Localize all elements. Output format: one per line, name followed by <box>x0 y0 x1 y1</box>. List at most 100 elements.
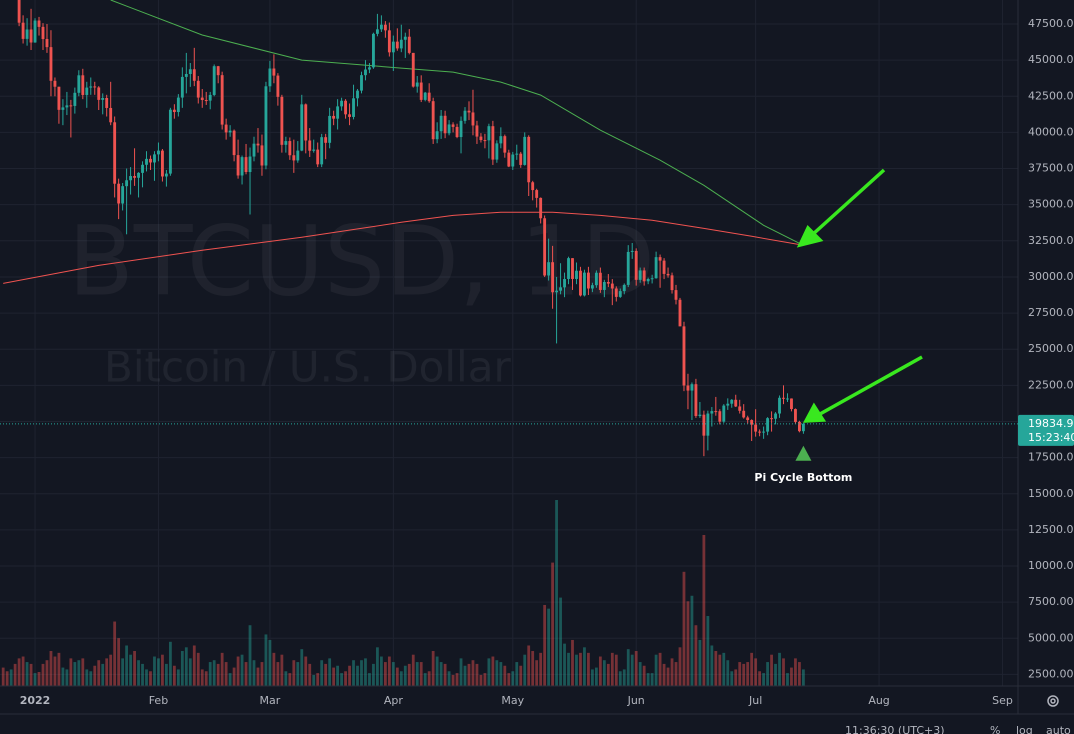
volume-bar <box>543 604 547 686</box>
volume-bar <box>614 654 618 686</box>
x-tick-label: May <box>501 694 524 707</box>
volume-bar <box>395 667 399 686</box>
candle-body <box>85 87 89 95</box>
volume-bar <box>423 673 427 686</box>
volume-bar <box>591 669 594 686</box>
volume-bar <box>252 660 256 686</box>
y-tick-label: 42500.00 <box>1028 89 1074 102</box>
candle-body <box>590 285 594 289</box>
log-toggle[interactable]: log <box>1016 724 1033 734</box>
candle-body <box>539 197 543 219</box>
candle-body <box>129 176 133 181</box>
candle-body <box>682 326 686 386</box>
volume-bar <box>499 662 503 686</box>
y-tick-label: 35000.00 <box>1028 198 1074 211</box>
candle-body <box>93 86 97 88</box>
candle-body <box>204 100 208 102</box>
candle-body <box>403 36 407 40</box>
volume-bar <box>722 652 726 686</box>
volume-bar <box>551 562 554 686</box>
volume-bar <box>622 669 626 686</box>
gear[interactable] <box>1047 695 1059 707</box>
x-tick-label: Mar <box>260 694 281 707</box>
volume-bar <box>411 654 415 686</box>
volume-bar <box>527 645 531 686</box>
volume-bar <box>575 654 578 686</box>
volume-bar <box>157 658 160 686</box>
volume-bar <box>431 651 435 686</box>
candle-body <box>786 398 789 400</box>
volume-bar <box>5 671 9 686</box>
candle-body <box>610 283 614 289</box>
candle-body <box>459 120 463 138</box>
candle-body <box>153 154 156 163</box>
y-tick-label: 2500.00 <box>1028 667 1074 680</box>
volume-bar <box>141 663 144 686</box>
percent-toggle[interactable]: % <box>990 724 1000 734</box>
volume-bar <box>539 652 543 686</box>
candle-body <box>164 173 168 177</box>
candle-body <box>714 411 718 413</box>
candle-body <box>447 124 451 134</box>
volume-bar <box>794 658 797 686</box>
candle-body <box>304 104 308 141</box>
volume-bar <box>451 674 455 686</box>
volume-bar <box>117 638 121 686</box>
symbol-watermark: BTCUSD, 1D <box>68 205 655 317</box>
volume-bar <box>284 671 288 686</box>
volume-bar <box>53 656 57 686</box>
volume-bar <box>487 658 491 686</box>
candle-body <box>698 414 702 416</box>
volume-bar <box>439 662 443 686</box>
candle-body <box>188 69 192 75</box>
volume-bar <box>133 651 136 686</box>
candle-body <box>383 24 387 31</box>
volume-bar <box>73 662 77 686</box>
volume-bar <box>391 662 395 686</box>
candle-body <box>563 278 566 288</box>
volume-bar <box>746 662 750 686</box>
candle-body <box>57 86 61 110</box>
candle-body <box>220 75 224 125</box>
candle-body <box>407 36 411 53</box>
candle-body <box>344 100 348 115</box>
candle-body <box>678 299 682 327</box>
candle-body <box>579 270 582 296</box>
annotation-marker <box>795 445 812 461</box>
candle-body <box>37 20 41 27</box>
candle-body <box>399 39 403 49</box>
candle-body <box>268 68 272 87</box>
moving-averages <box>3 0 804 284</box>
candle-body <box>141 164 144 173</box>
candle-body <box>232 130 236 156</box>
volume-bar <box>41 663 45 686</box>
auto-toggle[interactable]: auto <box>1046 724 1071 734</box>
volume-bar <box>726 660 730 686</box>
volume-bar <box>682 571 686 686</box>
volume-bar <box>300 649 304 686</box>
volume-bar <box>443 663 447 686</box>
candle-body <box>364 69 367 76</box>
gear-hub[interactable] <box>1050 698 1056 704</box>
volume-bar <box>694 625 698 686</box>
volume-bar <box>9 669 13 686</box>
candle-body <box>29 29 33 43</box>
candle-body <box>746 417 750 421</box>
settings-icon[interactable] <box>1047 695 1059 707</box>
candle-body <box>622 284 626 292</box>
volume-bar <box>380 656 383 686</box>
candle-body <box>794 409 797 422</box>
candle-body <box>61 107 65 110</box>
volume-bar <box>97 660 101 686</box>
volume-bar <box>153 656 156 686</box>
volume-bar <box>240 654 244 686</box>
candle-body <box>535 190 539 198</box>
y-tick-label: 25000.00 <box>1028 342 1074 355</box>
axes: 2500.00 5000.00 7500.00 10000.00 12500.00 150… <box>0 0 1074 715</box>
candle-body <box>762 431 766 433</box>
volume-bar <box>316 673 320 686</box>
volume-bar <box>49 651 53 686</box>
volume-bar <box>372 663 375 686</box>
candle-body <box>121 186 125 204</box>
candle-body <box>157 150 160 155</box>
